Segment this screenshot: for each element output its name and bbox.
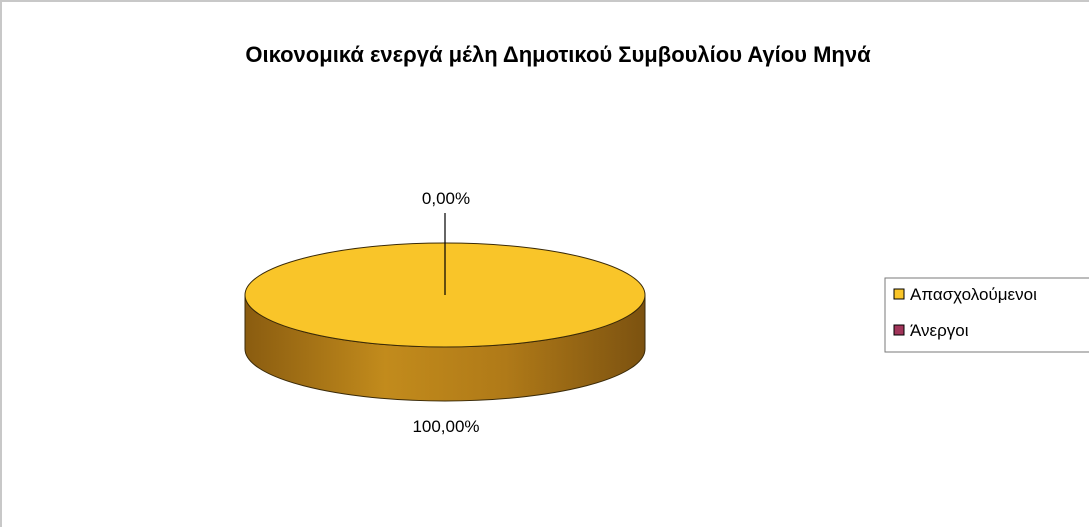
legend-swatch-unemployed <box>893 324 905 336</box>
legend: Απασχολούμενοι Άνεργοι <box>884 277 1089 353</box>
data-label-unemployed: 0,00% <box>422 189 470 208</box>
legend-label-unemployed: Άνεργοι <box>910 321 969 340</box>
legend-swatch-employed <box>893 288 905 300</box>
legend-box <box>884 277 1089 353</box>
legend-label-employed: Απασχολούμενοι <box>910 285 1037 304</box>
data-label-employed: 100,00% <box>412 417 479 436</box>
chart-title: Οικονομικά ενεργά μέλη Δημοτικού Συμβουλ… <box>245 42 871 67</box>
